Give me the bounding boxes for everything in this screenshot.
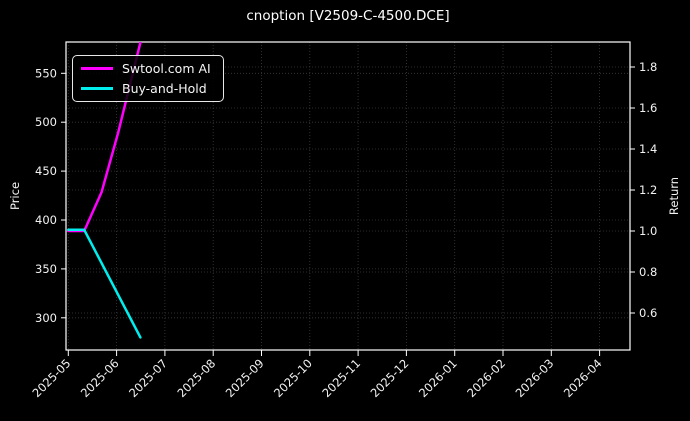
tick-marks — [61, 66, 635, 356]
month-tick-label: 2025-06 — [78, 356, 122, 400]
price-axis-label: Price — [8, 181, 22, 211]
month-tick-label: 2025-07 — [126, 356, 170, 400]
month-tick-label: 2025-09 — [223, 356, 267, 400]
return-tick-label: 1.8 — [639, 60, 657, 74]
legend-item-ai: Swtool.com AI — [81, 61, 211, 76]
month-tick-label: 2025-05 — [30, 356, 74, 400]
price-tick-label: 300 — [35, 311, 57, 325]
return-tick-label: 1.6 — [639, 101, 657, 115]
ai-line-swatch — [81, 67, 113, 70]
price-tick-label: 400 — [35, 213, 57, 227]
series-line-buy-and-hold — [67, 228, 142, 339]
plot-border — [65, 41, 631, 351]
return-axis-label: Return — [667, 176, 681, 216]
legend-label-ai: Swtool.com AI — [122, 61, 211, 76]
month-tick-label: 2025-10 — [271, 356, 315, 400]
axes-spines — [65, 41, 631, 351]
return-tick-label: 0.6 — [639, 306, 657, 320]
month-tick-label: 2026-02 — [464, 356, 508, 400]
month-tick-label: 2026-03 — [513, 356, 557, 400]
month-tick-label: 2026-04 — [561, 356, 605, 400]
legend-item-hold: Buy-and-Hold — [81, 81, 211, 96]
legend-label-hold: Buy-and-Hold — [122, 81, 207, 96]
price-tick-label: 450 — [35, 164, 57, 178]
month-tick-label: 2025-08 — [174, 356, 218, 400]
return-tick-label: 1.0 — [639, 224, 657, 238]
return-tick-label: 0.8 — [639, 265, 657, 279]
month-tick-label: 2026-01 — [416, 356, 460, 400]
series-lines — [67, 42, 142, 339]
month-tick-label: 2025-12 — [368, 356, 412, 400]
chart-title: cnoption [V2509-C-4500.DCE] — [246, 8, 450, 24]
month-tick-label: 2025-11 — [319, 356, 363, 400]
price-tick-label: 500 — [35, 115, 57, 129]
return-tick-label: 1.2 — [639, 183, 657, 197]
legend: Swtool.com AI Buy-and-Hold — [72, 55, 224, 102]
price-tick-label: 550 — [35, 66, 57, 80]
return-tick-label: 1.4 — [639, 142, 657, 156]
hold-line-swatch — [81, 87, 113, 90]
price-tick-label: 350 — [35, 262, 57, 276]
